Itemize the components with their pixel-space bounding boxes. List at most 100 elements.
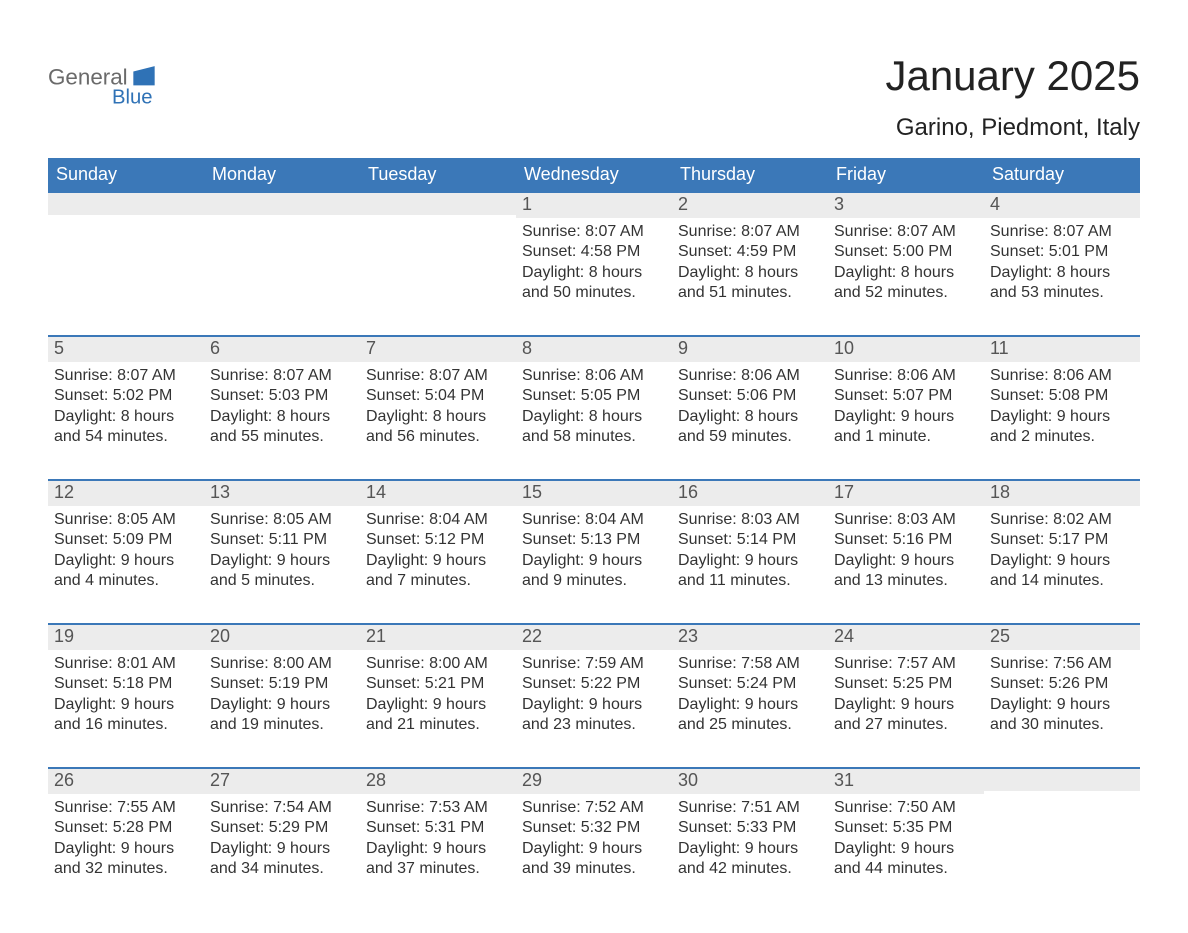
- day-details: Sunrise: 8:01 AMSunset: 5:18 PMDaylight:…: [48, 650, 204, 742]
- weekday-header-cell: Friday: [828, 158, 984, 193]
- daylight-line-1: Daylight: 9 hours: [990, 551, 1134, 571]
- sunrise-line: Sunrise: 7:57 AM: [834, 654, 978, 674]
- daylight-line-1: Daylight: 9 hours: [366, 695, 510, 715]
- sunrise-line: Sunrise: 8:07 AM: [522, 222, 666, 242]
- day-number: 5: [48, 337, 204, 362]
- day-number: 11: [984, 337, 1140, 362]
- day-number: 9: [672, 337, 828, 362]
- sunrise-line: Sunrise: 7:51 AM: [678, 798, 822, 818]
- sunrise-line: Sunrise: 8:07 AM: [990, 222, 1134, 242]
- daylight-line-2: and 23 minutes.: [522, 715, 666, 735]
- sunrise-line: Sunrise: 8:06 AM: [522, 366, 666, 386]
- calendar-day-cell: 28Sunrise: 7:53 AMSunset: 5:31 PMDayligh…: [360, 769, 516, 893]
- brand-logo: General Blue: [48, 62, 208, 114]
- month-title: January 2025: [885, 54, 1140, 98]
- calendar-day-cell: 19Sunrise: 8:01 AMSunset: 5:18 PMDayligh…: [48, 625, 204, 749]
- day-details: Sunrise: 8:07 AMSunset: 5:04 PMDaylight:…: [360, 362, 516, 454]
- daylight-line-2: and 51 minutes.: [678, 283, 822, 303]
- weekday-header-cell: Sunday: [48, 158, 204, 193]
- calendar-day-cell: 6 Sunrise: 8:07 AMSunset: 5:03 PMDaylight…: [204, 337, 360, 461]
- daylight-line-2: and 32 minutes.: [54, 859, 198, 879]
- logo-text-blue: Blue: [112, 86, 153, 108]
- day-number: 22: [516, 625, 672, 650]
- header-row: General Blue January 2025 Garino, Piedmo…: [48, 54, 1140, 142]
- location-subtitle: Garino, Piedmont, Italy: [885, 114, 1140, 142]
- daylight-line-1: Daylight: 8 hours: [522, 263, 666, 283]
- calendar-page: General Blue January 2025 Garino, Piedmo…: [0, 0, 1188, 933]
- calendar-day-cell: 10Sunrise: 8:06 AMSunset: 5:07 PMDayligh…: [828, 337, 984, 461]
- day-number: 18: [984, 481, 1140, 506]
- daylight-line-1: Daylight: 9 hours: [678, 695, 822, 715]
- sunrise-line: Sunrise: 8:06 AM: [990, 366, 1134, 386]
- calendar-day-cell: 18Sunrise: 8:02 AMSunset: 5:17 PMDayligh…: [984, 481, 1140, 605]
- daylight-line-1: Daylight: 8 hours: [678, 263, 822, 283]
- sunrise-line: Sunrise: 8:06 AM: [834, 366, 978, 386]
- sunset-line: Sunset: 5:22 PM: [522, 674, 666, 694]
- daylight-line-1: Daylight: 9 hours: [210, 839, 354, 859]
- day-number: 23: [672, 625, 828, 650]
- daylight-line-1: Daylight: 9 hours: [990, 407, 1134, 427]
- day-details: Sunrise: 8:03 AMSunset: 5:16 PMDaylight:…: [828, 506, 984, 598]
- logo-flag-icon: [133, 71, 154, 85]
- day-number: 1: [516, 193, 672, 218]
- sunset-line: Sunset: 5:07 PM: [834, 386, 978, 406]
- sunset-line: Sunset: 5:21 PM: [366, 674, 510, 694]
- daylight-line-2: and 58 minutes.: [522, 427, 666, 447]
- calendar-day-cell: 7Sunrise: 8:07 AMSunset: 5:04 PMDaylight…: [360, 337, 516, 461]
- daylight-line-1: Daylight: 9 hours: [366, 839, 510, 859]
- sunset-line: Sunset: 5:08 PM: [990, 386, 1134, 406]
- day-number: [48, 193, 204, 215]
- day-number: 6: [204, 337, 360, 362]
- sunset-line: Sunset: 5:00 PM: [834, 242, 978, 262]
- calendar-day-cell: 9Sunrise: 8:06 AMSunset: 5:06 PMDaylight…: [672, 337, 828, 461]
- day-number: 27: [204, 769, 360, 794]
- sunrise-line: Sunrise: 7:55 AM: [54, 798, 198, 818]
- daylight-line-1: Daylight: 9 hours: [54, 551, 198, 571]
- daylight-line-2: and 1 minute.: [834, 427, 978, 447]
- calendar-day-cell: 20Sunrise: 8:00 AMSunset: 5:19 PMDayligh…: [204, 625, 360, 749]
- day-number: 29: [516, 769, 672, 794]
- sunset-line: Sunset: 5:03 PM: [210, 386, 354, 406]
- daylight-line-1: Daylight: 8 hours: [210, 407, 354, 427]
- sunset-line: Sunset: 5:11 PM: [210, 530, 354, 550]
- day-details: Sunrise: 8:04 AMSunset: 5:12 PMDaylight:…: [360, 506, 516, 598]
- day-number: 19: [48, 625, 204, 650]
- sunrise-line: Sunrise: 8:07 AM: [210, 366, 354, 386]
- sunset-line: Sunset: 5:19 PM: [210, 674, 354, 694]
- weekday-header-cell: Saturday: [984, 158, 1140, 193]
- calendar-day-cell: 21Sunrise: 8:00 AMSunset: 5:21 PMDayligh…: [360, 625, 516, 749]
- calendar-day-cell: [48, 193, 204, 317]
- day-details: Sunrise: 8:02 AMSunset: 5:17 PMDaylight:…: [984, 506, 1140, 598]
- sunrise-line: Sunrise: 8:00 AM: [210, 654, 354, 674]
- day-number: 28: [360, 769, 516, 794]
- day-number: [204, 193, 360, 215]
- calendar-day-cell: 31Sunrise: 7:50 AMSunset: 5:35 PMDayligh…: [828, 769, 984, 893]
- day-details: Sunrise: 7:56 AMSunset: 5:26 PMDaylight:…: [984, 650, 1140, 742]
- day-details: Sunrise: 7:54 AMSunset: 5:29 PMDaylight:…: [204, 794, 360, 886]
- day-details: Sunrise: 7:58 AMSunset: 5:24 PMDaylight:…: [672, 650, 828, 742]
- day-number: [984, 769, 1140, 791]
- daylight-line-1: Daylight: 9 hours: [678, 839, 822, 859]
- sunset-line: Sunset: 5:04 PM: [366, 386, 510, 406]
- sunset-line: Sunset: 5:02 PM: [54, 386, 198, 406]
- calendar-day-cell: 11 Sunrise: 8:06 AMSunset: 5:08 PMDayligh…: [984, 337, 1140, 461]
- calendar-week-row: 1Sunrise: 8:07 AMSunset: 4:58 PMDaylight…: [48, 193, 1140, 317]
- daylight-line-2: and 16 minutes.: [54, 715, 198, 735]
- weekday-header-cell: Thursday: [672, 158, 828, 193]
- sunset-line: Sunset: 5:32 PM: [522, 818, 666, 838]
- daylight-line-2: and 27 minutes.: [834, 715, 978, 735]
- daylight-line-2: and 14 minutes.: [990, 571, 1134, 591]
- daylight-line-2: and 54 minutes.: [54, 427, 198, 447]
- daylight-line-1: Daylight: 8 hours: [522, 407, 666, 427]
- day-details: Sunrise: 8:00 AMSunset: 5:21 PMDaylight:…: [360, 650, 516, 742]
- day-number: 20: [204, 625, 360, 650]
- sunrise-line: Sunrise: 8:06 AM: [678, 366, 822, 386]
- logo-flag-tip-icon: [133, 66, 154, 71]
- daylight-line-2: and 37 minutes.: [366, 859, 510, 879]
- day-number: 2: [672, 193, 828, 218]
- sunrise-line: Sunrise: 8:03 AM: [678, 510, 822, 530]
- sunrise-line: Sunrise: 8:02 AM: [990, 510, 1134, 530]
- daylight-line-2: and 34 minutes.: [210, 859, 354, 879]
- daylight-line-2: and 25 minutes.: [678, 715, 822, 735]
- sunset-line: Sunset: 5:17 PM: [990, 530, 1134, 550]
